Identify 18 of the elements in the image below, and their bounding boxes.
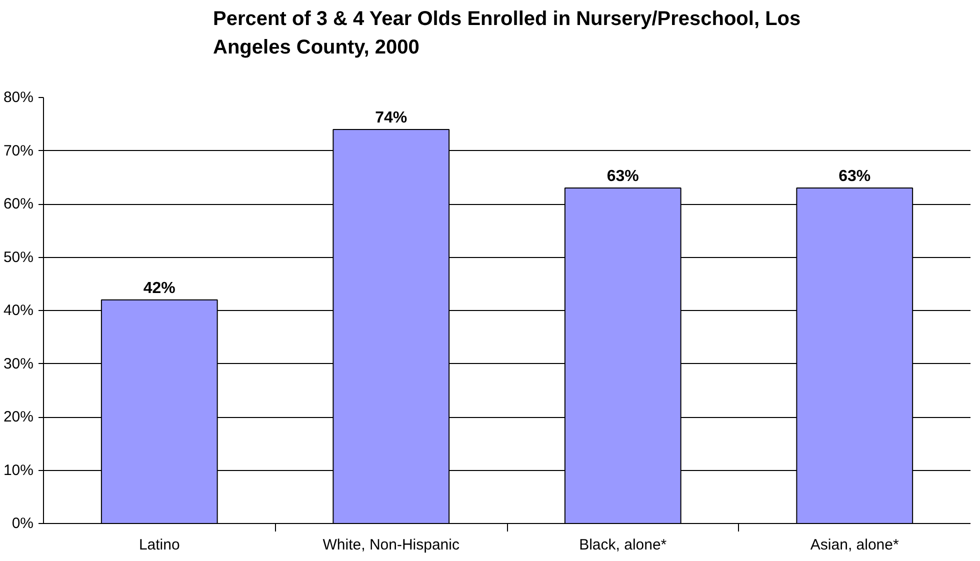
x-tick-label: Latino bbox=[138, 536, 180, 554]
y-tick-label: 10% bbox=[3, 462, 34, 479]
data-label: 74% bbox=[375, 109, 408, 126]
x-tick-label: Asian, alone* bbox=[810, 536, 899, 554]
y-tick-label: 30% bbox=[3, 355, 34, 372]
y-tick-label: 40% bbox=[3, 302, 34, 319]
y-tick-label: 20% bbox=[3, 408, 34, 426]
data-label: 42% bbox=[143, 280, 176, 297]
y-tick-label: 80% bbox=[3, 89, 34, 106]
y-tick-label: 60% bbox=[3, 196, 34, 212]
x-tick-label: White, Non-Hispanic bbox=[322, 536, 460, 554]
y-tick-label: 0% bbox=[12, 515, 34, 532]
chart-title: Percent of 3 & 4 Year Olds Enrolled in Nursery/Preschool, Los Angeles County, 2000 bbox=[213, 8, 801, 58]
data-label: 63% bbox=[606, 168, 639, 186]
y-tick-label: 50% bbox=[3, 248, 34, 266]
x-tick-label: Black, alone* bbox=[579, 536, 667, 554]
data-label: 63% bbox=[838, 168, 871, 186]
y-tick-label: 70% bbox=[3, 142, 34, 160]
